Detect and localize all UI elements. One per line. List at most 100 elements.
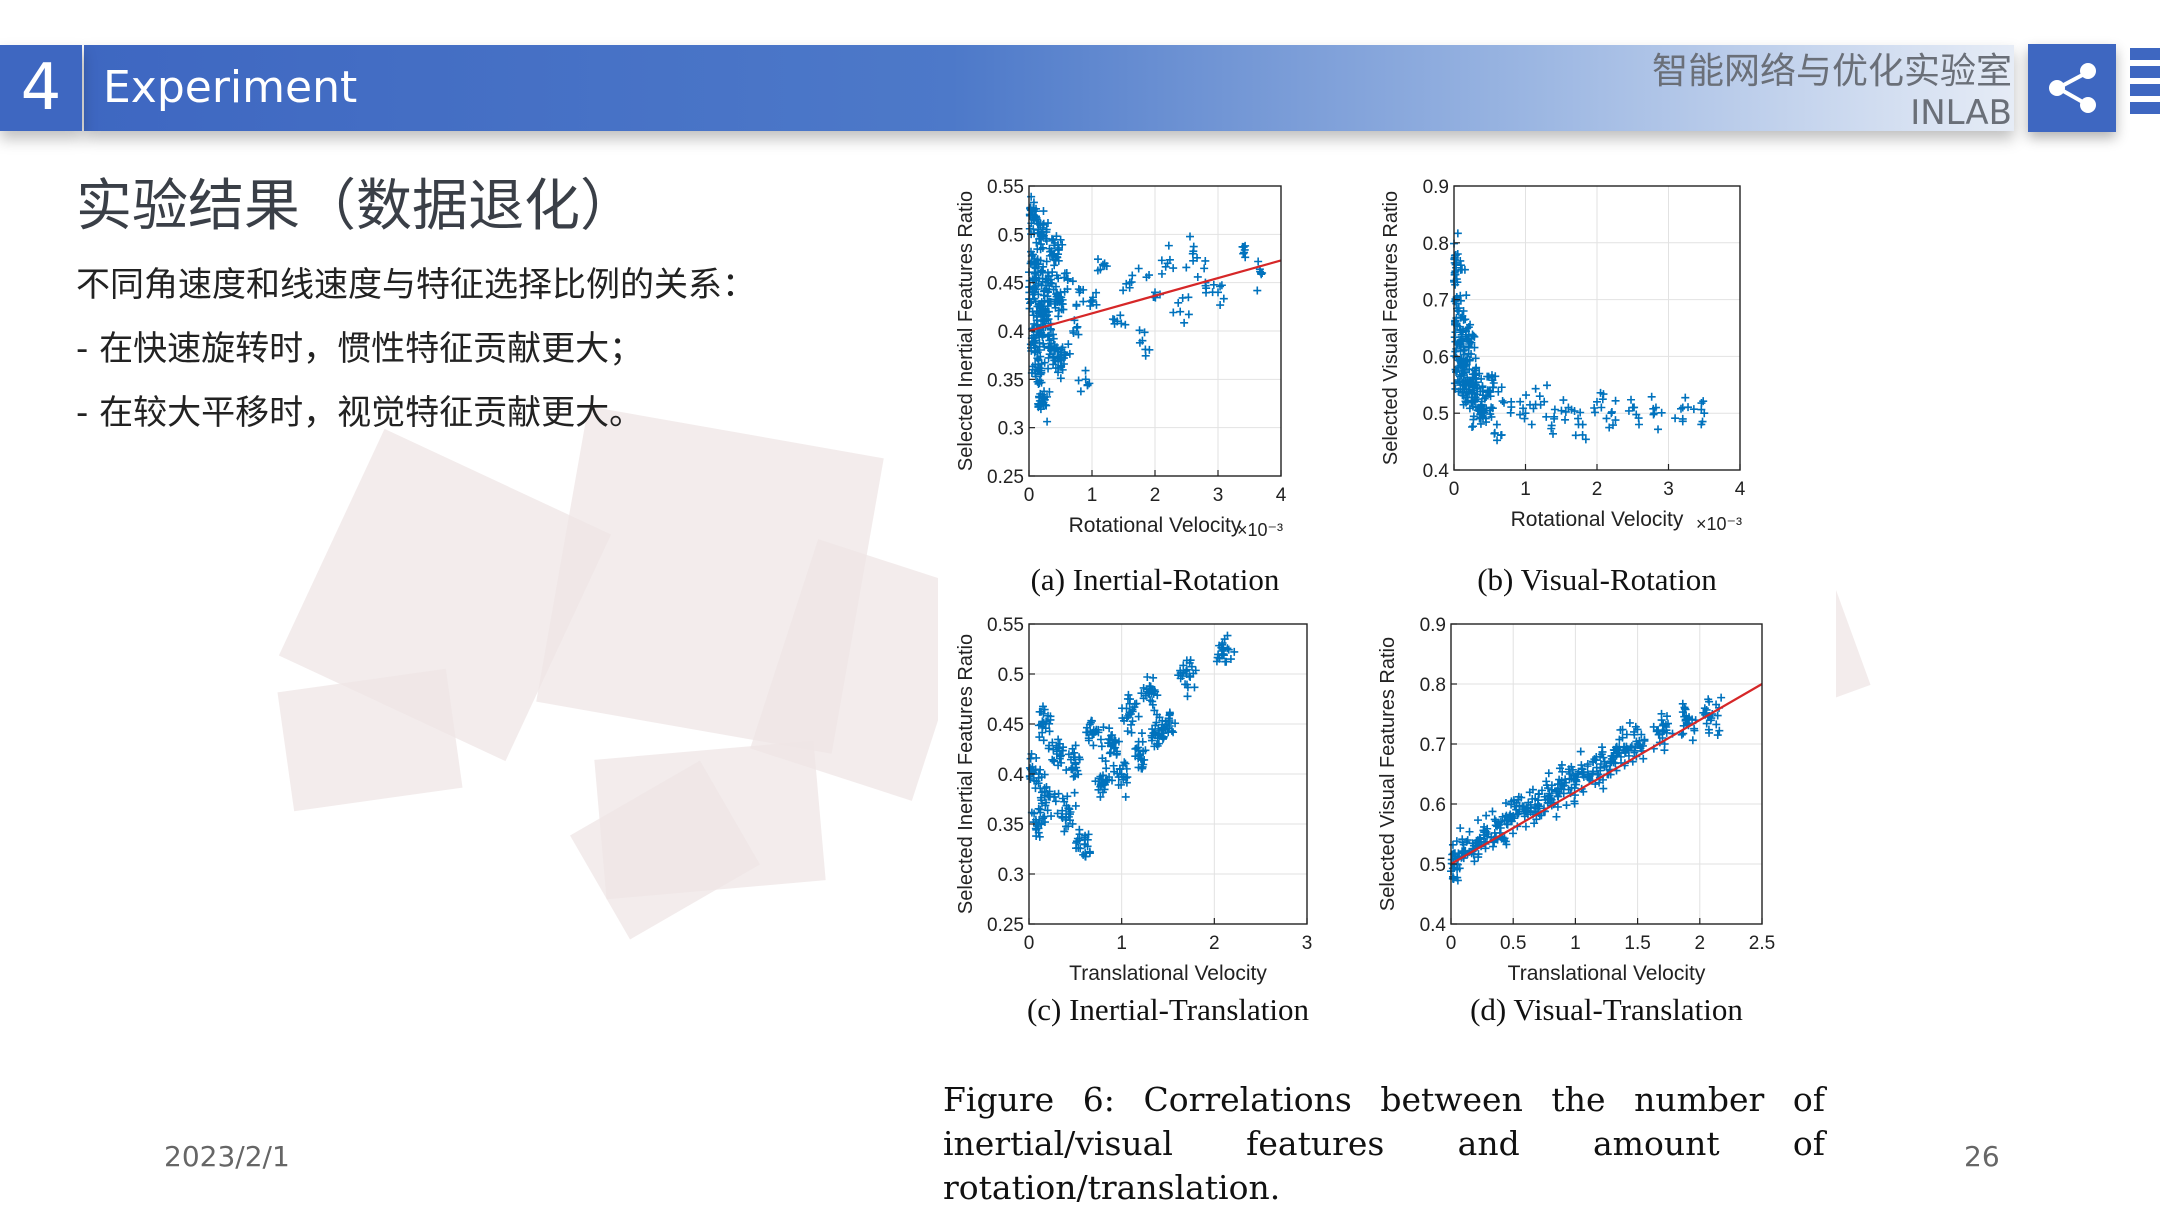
data-point [1141,746,1150,755]
data-point [1079,297,1088,306]
data-point [1662,728,1671,737]
data-point [1453,876,1462,885]
data-point [1463,397,1472,406]
data-point [1029,198,1038,207]
data-point [1034,379,1043,388]
data-point [1647,392,1656,401]
data-point [1488,376,1497,385]
data-point [1122,704,1131,713]
data-point [1063,285,1072,294]
data-point [1479,413,1488,422]
data-point [1526,800,1535,809]
data-point [1101,757,1110,766]
data-point [1044,315,1053,324]
data-point [1084,830,1093,839]
data-point [1465,827,1474,836]
data-point [1040,342,1049,351]
data-point [1031,347,1040,356]
data-point [1026,259,1035,268]
data-point [1461,357,1470,366]
data-point [1490,428,1499,437]
data-point [1456,335,1465,344]
data-point [1657,408,1666,417]
data-point [1151,721,1160,730]
header-bar [84,45,2014,131]
data-point [1567,783,1576,792]
data-point [1046,715,1055,724]
x-axis-label: Translational Velocity [1508,962,1706,985]
data-point [1200,264,1209,273]
data-point [1179,661,1188,670]
data-point [1465,376,1474,385]
data-point [1238,242,1247,251]
data-point [1099,723,1108,732]
data-point [1457,265,1466,274]
data-point [1482,418,1491,427]
data-point [1085,847,1094,856]
data-point [1598,743,1607,752]
data-point [1137,756,1146,765]
data-point [1470,857,1479,866]
data-point [1222,657,1231,666]
data-point [1043,268,1052,277]
data-point [1479,387,1488,396]
share-button[interactable] [2028,44,2116,132]
data-point [1677,730,1686,739]
share-icon [2049,63,2096,113]
data-point [1548,429,1557,438]
data-point [1096,265,1105,274]
data-point [1047,812,1056,821]
data-point [1135,338,1144,347]
data-point [1501,799,1510,808]
data-point [1217,281,1226,290]
data-point [1607,407,1616,416]
data-point [1060,269,1069,278]
data-point [1159,732,1168,741]
page-title: 实验结果（数据退化） [76,174,636,239]
data-point [1547,421,1556,430]
data-point [1557,785,1566,794]
y-tick-label: 0.4 [998,765,1025,786]
x-tick-label: 2 [1209,933,1220,954]
data-point [1174,298,1183,307]
data-point [1033,256,1042,265]
data-point [1183,692,1192,701]
data-point [1036,765,1045,774]
data-point [1134,743,1143,752]
data-point [1050,261,1059,270]
data-point [1049,334,1058,343]
data-point [1590,403,1599,412]
data-point [1069,772,1078,781]
data-point [1191,666,1200,675]
data-point [1117,770,1126,779]
data-point [1105,749,1114,758]
menu-bars-icon[interactable] [2130,48,2160,132]
data-point [1158,720,1167,729]
data-point [1574,769,1583,778]
data-point [1044,744,1053,753]
data-point [1562,801,1571,810]
data-point [1169,264,1178,273]
data-point [1034,804,1043,813]
data-point [1151,687,1160,696]
data-point [1660,746,1669,755]
data-point [1089,726,1098,735]
data-point [1201,281,1210,290]
x-tick-label: 1.5 [1624,933,1650,954]
y-tick-label: 0.35 [987,815,1024,836]
data-point [1157,256,1166,265]
data-point [1054,312,1063,321]
data-point [1107,731,1116,740]
data-point [1649,722,1658,731]
y-tick-label: 0.4 [1420,915,1447,936]
data-point [1028,365,1037,374]
data-point [1066,755,1075,764]
data-point [1545,791,1554,800]
data-point [1574,420,1583,429]
data-point [1535,392,1544,401]
data-point [1631,722,1640,731]
data-point [1476,402,1485,411]
data-point [1455,377,1464,386]
data-point [1053,240,1062,249]
